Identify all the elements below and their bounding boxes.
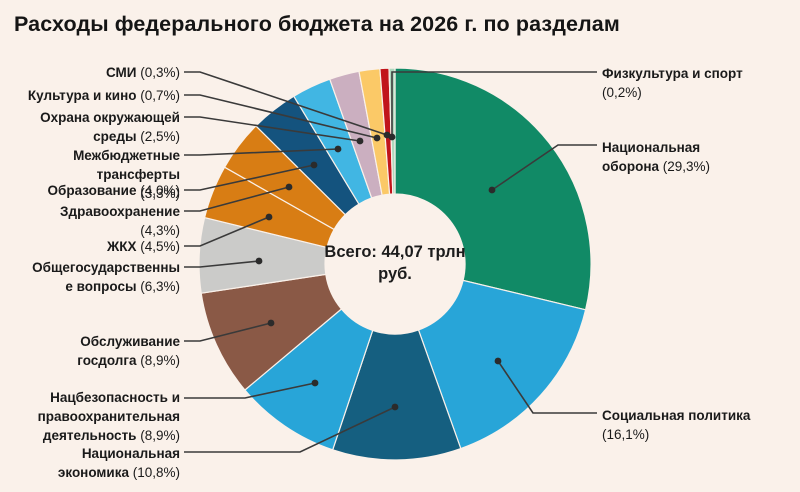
label-name-smi: СМИ: [105, 65, 141, 80]
label-nacbez: Нацбезопасность и правоохранительная дея…: [22, 388, 180, 445]
label-mezhbyudzhet: Межбюджетные трансферты (3,3%): [58, 146, 180, 203]
label-kultura: Культура и кино (0,7%): [5, 86, 180, 105]
label-pct-gosdolg: (8,9%): [140, 353, 180, 368]
label-fizkultura: Физкультура и спорт (0,2%): [602, 64, 757, 102]
label-name-nacekonomika: Национальная экономика: [57, 446, 180, 480]
label-pct-kultura: (0,7%): [140, 88, 180, 103]
callout-line-obrazovanie: [184, 164, 315, 191]
callout-dot-kultura: [373, 134, 381, 142]
label-pct-zdrav: (4,3%): [140, 223, 180, 238]
label-nacekonomika: Национальная экономика (10,8%): [45, 444, 180, 482]
callout-dot-obrazovanie: [310, 161, 318, 169]
label-socpolitika: Социальная политика (16,1%): [602, 406, 767, 444]
label-gosdolg: Обслуживание госдолга (8,9%): [52, 332, 180, 370]
callout-line-kultura: [184, 94, 378, 139]
label-name-obrazovanie: Образование: [47, 183, 141, 198]
label-pct-smi: (0,3%): [140, 65, 180, 80]
label-name-zdrav: Здравоохранение: [60, 204, 180, 219]
center-total-line2: руб.: [378, 265, 412, 283]
label-name-nacbez: Нацбезопасность и правоохранительная дея…: [37, 390, 180, 443]
callout-dot-ohrana: [356, 137, 364, 145]
label-pct-socpolitika: (16,1%): [602, 427, 650, 442]
label-name-oborona: Национальная оборона: [602, 140, 701, 174]
label-name-kultura: Культура и кино: [27, 88, 141, 103]
label-pct-ohrana: (2,5%): [140, 129, 180, 144]
callout-line-fizkultura: [391, 71, 597, 137]
label-obshchegos: Общегосударственны е вопросы (6,3%): [24, 258, 180, 296]
label-pct-oborona: (29,3%): [662, 159, 711, 174]
callout-line-oborona: [491, 144, 597, 191]
label-name-zhkh: ЖКХ: [107, 239, 141, 254]
callout-line-smi: [184, 71, 388, 136]
callout-line-nacbez: [184, 382, 316, 399]
label-pct-obshchegos: (6,3%): [140, 279, 180, 294]
slice-socpolitika: [417, 279, 587, 450]
center-total: Всего: 44,07 трлн руб.: [314, 241, 476, 285]
center-total-line1: Всего: 44,07 трлн: [324, 243, 466, 261]
label-name-socpolitika: Социальная политика: [602, 408, 751, 423]
callout-dot-obshchegos: [255, 257, 263, 265]
label-pct-fizkultura: (0,2%): [602, 85, 642, 100]
callout-line-nacekonomika: [184, 406, 396, 453]
label-ohrana: Охрана окружающей среды (2,5%): [28, 108, 180, 146]
label-oborona: Национальная оборона (29,3%): [602, 138, 737, 176]
callout-dot-fizkultura: [388, 133, 396, 141]
label-pct-obrazovanie: (4,0%): [140, 183, 180, 198]
callout-dot-mezhbyudzhet: [334, 145, 342, 153]
slice-nacekonomika: [331, 329, 462, 461]
label-name-gosdolg: Обслуживание госдолга: [77, 334, 180, 368]
callout-dot-nacbez: [311, 379, 319, 387]
callout-dot-zdrav: [285, 183, 293, 191]
label-name-ohrana: Охрана окружающей среды: [40, 110, 180, 144]
callout-dot-gosdolg: [267, 319, 275, 327]
callout-line-ohrana: [184, 116, 361, 142]
callout-line-mezhbyudzhet: [184, 148, 339, 156]
label-name-mezhbyudzhet: Межбюджетные трансферты: [73, 148, 180, 182]
label-pct-nacekonomika: (10,8%): [132, 465, 180, 480]
callout-dot-nacekonomika: [391, 403, 399, 411]
label-zhkh: ЖКХ (4,5%): [60, 237, 180, 256]
label-pct-mezhbyudzhet: (3,3%): [140, 186, 180, 201]
callout-dot-zhkh: [265, 213, 273, 221]
label-name-obshchegos: Общегосударственны е вопросы: [32, 260, 180, 294]
callout-line-zdrav: [184, 186, 290, 212]
callout-dot-oborona: [488, 186, 496, 194]
callout-line-gosdolg: [184, 322, 272, 342]
page-title: Расходы федерального бюджета на 2026 г. …: [14, 12, 620, 36]
callout-line-socpolitika: [497, 360, 597, 414]
callout-dot-socpolitika: [494, 357, 502, 365]
label-pct-nacbez: (8,9%): [140, 428, 180, 443]
label-pct-zhkh: (4,5%): [140, 239, 180, 254]
label-name-fizkultura: Физкультура и спорт: [602, 66, 743, 81]
callout-line-obshchegos: [184, 260, 260, 268]
label-zdrav: Здравоохранение (4,3%): [50, 202, 180, 240]
callout-line-zhkh: [184, 216, 270, 247]
label-smi: СМИ (0,3%): [60, 63, 180, 82]
label-obrazovanie: Образование (4,0%): [20, 181, 181, 200]
